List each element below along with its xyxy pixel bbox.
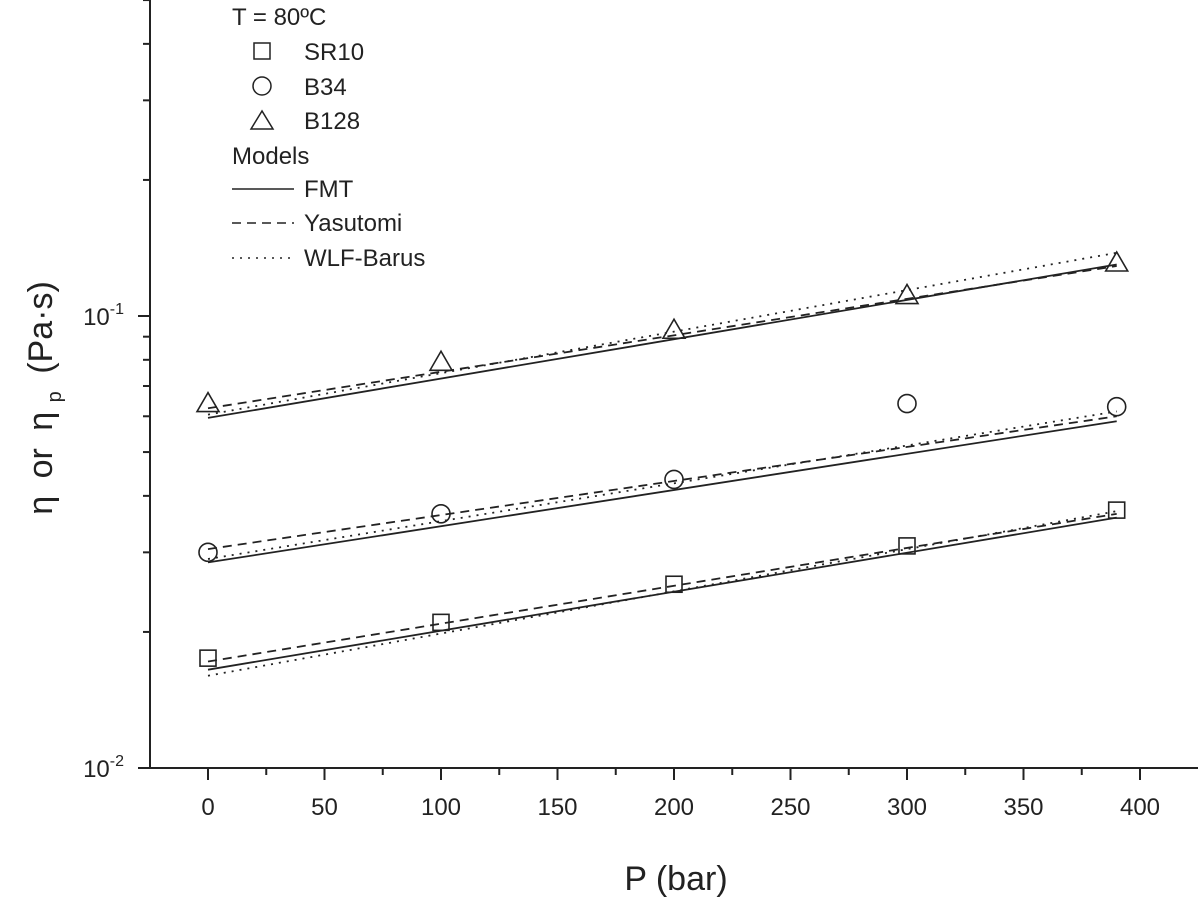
legend-label-b34: B34 — [304, 74, 347, 101]
y-axis-title-subscript: p — [44, 391, 66, 402]
axes — [138, 0, 1198, 780]
y-tick-label: 10-1 — [83, 301, 124, 331]
x-tick-label: 0 — [201, 794, 214, 821]
y-tick-label: 10-2 — [83, 753, 124, 783]
x-tick-label: 150 — [537, 794, 577, 821]
legend: T = 80ºC SR10 B34 B128 Models FMT Yasuto… — [232, 4, 425, 272]
model-line-fmt — [207, 516, 1117, 671]
data-markers — [195, 250, 1130, 667]
y-axis-title: η or η p (Pa·s) — [22, 281, 69, 515]
x-tick-label: 350 — [1003, 794, 1043, 821]
tick-labels: 0 50 100 150 200 250 300 350 400 10-2 10-1 — [83, 301, 1160, 821]
data-point-sr10 — [432, 613, 450, 632]
model-line-yasutomi — [207, 415, 1117, 550]
x-axis-title: P (bar) — [624, 860, 727, 898]
data-point-b34 — [664, 469, 684, 490]
data-point-b34 — [897, 393, 917, 414]
y-axis-title-or: or — [22, 448, 60, 478]
y-axis-title-unit: (Pa·s) — [22, 281, 60, 374]
y-axis-title-etap: η — [22, 412, 60, 431]
legend-triangle-icon — [249, 109, 275, 130]
model-line-wlf-barus — [207, 251, 1117, 416]
legend-label-wlf-barus: WLF-Barus — [304, 245, 425, 272]
x-tick-label: 250 — [770, 794, 810, 821]
model-line-wlf-barus — [207, 510, 1117, 677]
x-tick-label: 50 — [311, 794, 338, 821]
legend-circle-icon — [252, 76, 272, 96]
legend-label-sr10: SR10 — [304, 39, 364, 66]
x-tick-label: 300 — [887, 794, 927, 821]
data-point-sr10 — [665, 575, 683, 594]
svg-text:η or η p: η or η p (Pa·s) — [22, 281, 69, 515]
data-point-b128 — [894, 282, 920, 305]
data-point-b128 — [661, 317, 687, 340]
data-point-sr10 — [199, 649, 217, 667]
model-lines — [207, 251, 1117, 677]
legend-label-fmt: FMT — [304, 176, 354, 203]
x-tick-label: 400 — [1120, 794, 1160, 821]
data-point-b128 — [1104, 250, 1130, 272]
data-point-sr10 — [898, 537, 916, 555]
data-point-b34 — [1106, 396, 1127, 417]
data-point-b34 — [198, 542, 218, 563]
data-point-b128 — [195, 391, 221, 413]
data-point-sr10 — [1107, 501, 1126, 519]
legend-models-header: Models — [232, 143, 309, 170]
data-point-b34 — [431, 504, 451, 524]
model-line-fmt — [207, 420, 1117, 564]
x-tick-label: 200 — [654, 794, 694, 821]
x-tick-label: 100 — [421, 794, 461, 821]
legend-label-yasutomi: Yasutomi — [304, 210, 402, 237]
model-line-wlf-barus — [207, 410, 1117, 560]
data-point-b128 — [428, 349, 454, 372]
model-line-yasutomi — [207, 265, 1117, 410]
legend-square-icon — [253, 42, 271, 60]
legend-title: T = 80ºC — [232, 4, 326, 31]
legend-label-b128: B128 — [304, 108, 360, 135]
y-axis-title-eta: η — [22, 496, 60, 515]
